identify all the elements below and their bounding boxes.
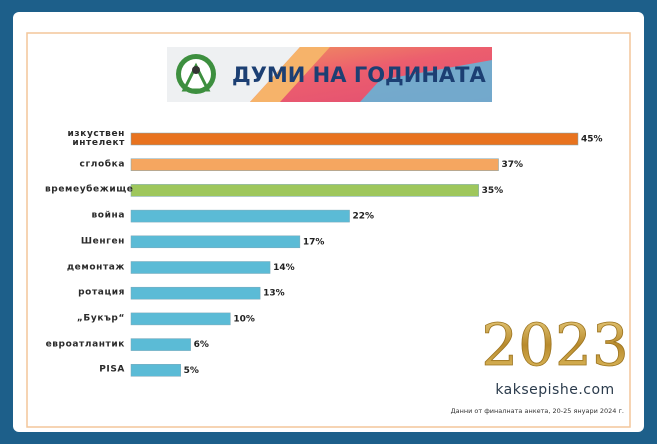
bar [130,286,261,300]
value-label: 17% [303,237,325,247]
bar [130,235,301,249]
value-label: 22% [353,212,375,222]
category-labels: изкуствен интелект сглобка времеубежище вой… [43,0,134,444]
value-label: 14% [273,263,295,273]
bar [130,184,479,197]
category-label: изкуствен интелект [67,129,125,148]
bar [130,158,499,171]
value-label: 35% [482,186,504,196]
category-label: сглобка [79,159,125,170]
bar [130,364,181,377]
site: kaksepishe.com [495,382,614,398]
chart-title: ДУМИ НА ГОДИНАТА [232,63,486,87]
category-label: война [91,210,125,221]
category-label: Шенген [80,236,125,247]
footnote: Данни от финалната анкета, 20-25 януари … [451,407,624,415]
category-label: евроатлантик [45,339,125,350]
value-label: 6% [194,340,209,350]
value-label: 37% [502,160,524,170]
category-label: „Букър“ [76,313,125,324]
bar [130,338,191,351]
year: 2023 [481,311,629,379]
category-label: времеубежище [45,184,134,195]
bar [130,132,579,146]
category-label: ротация [78,287,125,298]
bar [130,261,271,274]
value-label: 45% [581,135,603,145]
category-label: демонтаж [66,262,125,272]
value-label: 10% [233,314,255,324]
bar [130,209,350,223]
banner: ДУМИ НА ГОДИНАТА [167,47,492,102]
frame [26,32,631,428]
value-label: 5% [184,366,199,376]
category-label: PISA [99,364,125,375]
bar [130,312,231,326]
value-label: 13% [263,289,285,299]
